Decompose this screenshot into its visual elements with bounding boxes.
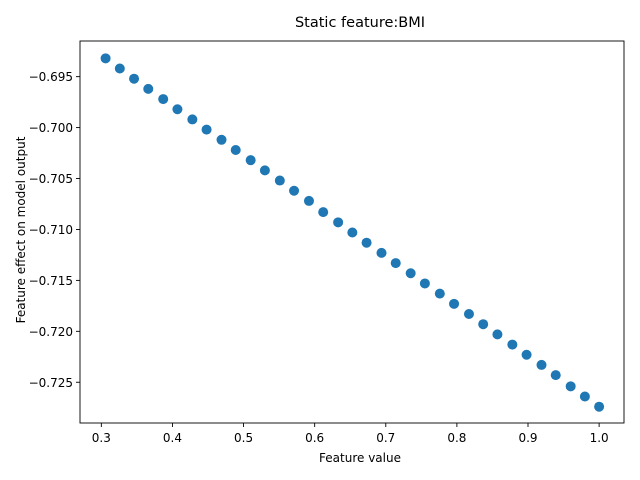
data-point [507,339,518,350]
data-point [492,329,503,340]
data-point [172,104,183,115]
x-tick-label: 0.6 [305,431,324,445]
x-axis-label: Feature value [319,451,401,465]
y-tick-label: −0.720 [29,325,73,339]
data-point [376,247,387,258]
data-point [318,207,329,218]
y-tick-label: −0.705 [29,172,73,186]
data-point [434,288,445,299]
data-point [158,94,169,105]
data-point [216,134,227,145]
data-point [129,73,140,84]
data-point [550,370,561,381]
data-point [463,309,474,320]
data-point [521,349,532,360]
y-tick-label: −0.715 [29,274,73,288]
data-point [333,217,344,228]
data-point [536,359,547,370]
data-point [303,195,314,206]
x-tick-label: 0.8 [447,431,466,445]
data-point [419,278,430,289]
data-point [230,144,241,155]
x-tick-label: 0.9 [518,431,537,445]
plot-frame [79,40,625,424]
data-point [100,53,111,64]
x-tick-label: 0.5 [234,431,253,445]
data-point [449,298,460,309]
data-point [187,114,198,125]
data-point [565,381,576,392]
y-tick-label: −0.695 [29,70,73,84]
data-point [259,165,270,176]
x-tick-label: 0.3 [92,431,111,445]
data-point [405,268,416,279]
data-point [361,237,372,248]
data-point [594,401,605,412]
data-point [579,391,590,402]
data-point [201,124,212,135]
data-point [289,185,300,196]
data-point [347,227,358,238]
y-tick-label: −0.700 [29,121,73,135]
y-tick-label: −0.725 [29,376,73,390]
axes: 0.3 0.4 0.5 0.6 0.7 0.8 0.9 1.0 −0.695 −0.700 −0.7… [29,40,625,445]
y-tick-label: −0.710 [29,223,73,237]
chart-title: Static feature:BMI [295,15,425,31]
data-point [245,155,256,166]
data-point [390,258,401,269]
data-points [100,53,605,412]
data-point [114,63,125,74]
x-tick-label: 0.7 [376,431,395,445]
data-point [143,83,154,94]
data-point [478,319,489,330]
y-axis-label: Feature effect on model output [14,136,28,323]
data-point [274,175,285,186]
x-tick-label: 1.0 [590,431,609,445]
x-tick-label: 0.4 [163,431,182,445]
